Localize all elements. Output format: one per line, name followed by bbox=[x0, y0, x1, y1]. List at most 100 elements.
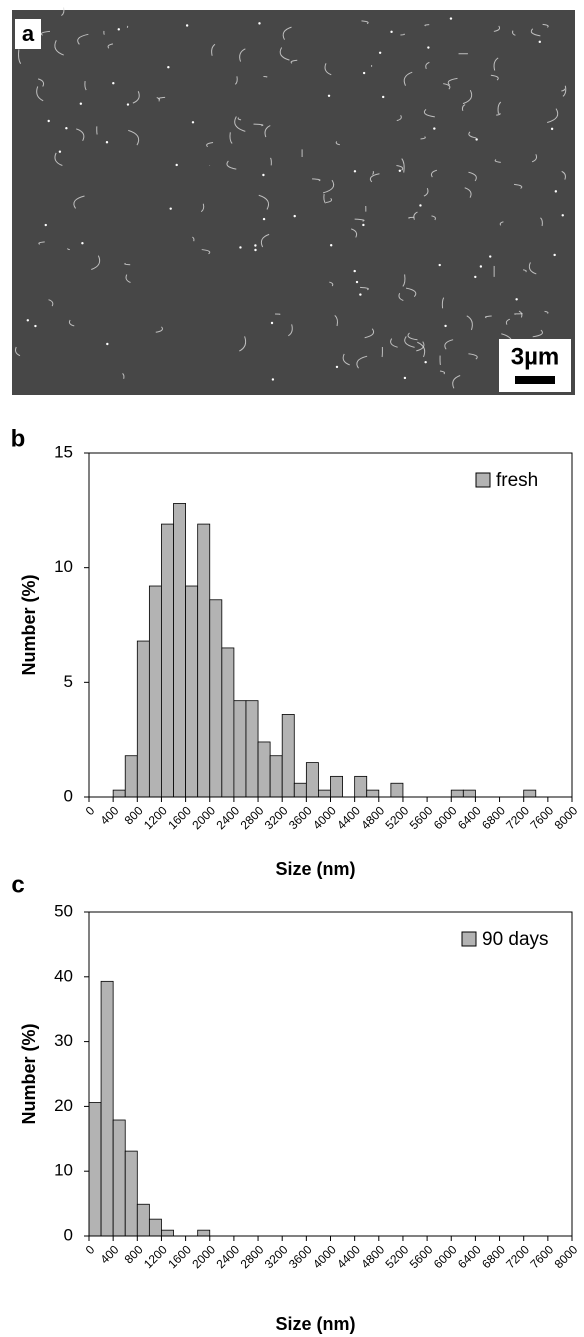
particle bbox=[353, 269, 356, 273]
fiber bbox=[413, 211, 418, 220]
fiber bbox=[439, 370, 446, 375]
fiber bbox=[211, 43, 216, 56]
fiber bbox=[544, 310, 549, 314]
fiber bbox=[239, 336, 247, 352]
x-tick-label: 0 bbox=[83, 803, 98, 818]
bar bbox=[197, 523, 211, 798]
particle bbox=[26, 319, 30, 322]
x-tick-label: 2000 bbox=[189, 1242, 218, 1271]
fiber bbox=[192, 236, 195, 242]
y-tick-label: 30 bbox=[54, 1031, 73, 1050]
fiber bbox=[497, 101, 502, 114]
fiber bbox=[518, 310, 523, 318]
fiber bbox=[417, 341, 426, 358]
fiber bbox=[532, 329, 543, 338]
bar bbox=[124, 755, 138, 798]
fiber bbox=[61, 7, 65, 16]
x-tick-label: 4800 bbox=[358, 1242, 387, 1271]
y-tick-label: 15 bbox=[54, 442, 73, 461]
particle bbox=[515, 298, 518, 301]
fiber bbox=[260, 233, 270, 248]
fiber bbox=[424, 24, 430, 27]
particle bbox=[262, 173, 265, 177]
particle bbox=[489, 255, 492, 258]
particle bbox=[262, 217, 266, 221]
particle bbox=[254, 244, 257, 247]
x-tick-label: 6400 bbox=[455, 1242, 484, 1271]
fiber bbox=[523, 269, 527, 273]
x-tick-label: 400 bbox=[97, 1242, 121, 1266]
particle bbox=[449, 17, 453, 20]
particle bbox=[106, 342, 109, 346]
x-tick-label: 7200 bbox=[503, 1242, 532, 1271]
fiber bbox=[234, 76, 238, 85]
x-tick-label: 6400 bbox=[455, 803, 484, 832]
particle bbox=[398, 169, 402, 173]
fiber bbox=[125, 274, 131, 283]
fiber bbox=[201, 249, 211, 255]
particle bbox=[329, 244, 333, 247]
particle bbox=[438, 263, 441, 267]
fiber bbox=[40, 30, 51, 36]
particle bbox=[112, 82, 115, 85]
particle bbox=[47, 119, 50, 123]
fiber bbox=[68, 319, 75, 327]
panel-label: b bbox=[11, 425, 26, 452]
particle bbox=[362, 223, 365, 227]
x-tick-label: 5200 bbox=[383, 1242, 412, 1271]
x-tick-label: 1600 bbox=[165, 803, 194, 832]
fiber bbox=[132, 91, 140, 104]
fiber bbox=[329, 281, 334, 287]
particle bbox=[191, 121, 195, 124]
fiber bbox=[496, 112, 501, 116]
particle bbox=[271, 378, 275, 381]
fiber bbox=[37, 78, 45, 87]
fiber bbox=[540, 217, 543, 227]
fiber bbox=[390, 338, 398, 348]
fiber bbox=[237, 117, 242, 121]
fiber bbox=[400, 33, 405, 36]
x-tick-label: 1600 bbox=[165, 1242, 194, 1271]
bar bbox=[148, 585, 162, 798]
fiber bbox=[15, 346, 21, 357]
fiber bbox=[270, 157, 272, 166]
particle bbox=[355, 280, 359, 284]
fiber bbox=[493, 57, 499, 71]
x-tick-label: 4000 bbox=[310, 1242, 339, 1271]
fiber bbox=[484, 315, 492, 319]
x-tick-label: 2000 bbox=[189, 803, 218, 832]
particle bbox=[390, 30, 393, 34]
particle bbox=[561, 214, 564, 217]
x-tick-label: 6000 bbox=[431, 1242, 460, 1271]
bar bbox=[185, 585, 199, 798]
fiber bbox=[416, 341, 425, 352]
x-tick-label: 7600 bbox=[527, 1242, 556, 1271]
fiber bbox=[155, 326, 163, 333]
y-tick-label: 0 bbox=[64, 786, 73, 805]
fiber bbox=[562, 85, 567, 97]
bar bbox=[523, 789, 537, 798]
y-axis-title: Number (%) bbox=[19, 574, 39, 675]
x-tick-label: 4000 bbox=[310, 803, 339, 832]
fiber bbox=[423, 188, 429, 197]
fiber bbox=[335, 141, 340, 146]
fiber bbox=[264, 125, 271, 138]
fiber bbox=[122, 373, 125, 379]
particle bbox=[474, 275, 477, 279]
fiber bbox=[528, 262, 537, 275]
particle bbox=[293, 214, 296, 218]
fiber bbox=[18, 49, 22, 65]
fiber bbox=[405, 287, 417, 298]
bar bbox=[366, 789, 380, 798]
fiber bbox=[423, 108, 435, 118]
fiber bbox=[461, 104, 466, 111]
particle bbox=[270, 321, 274, 325]
particle bbox=[239, 246, 242, 249]
bar bbox=[161, 1229, 174, 1237]
fiber bbox=[350, 228, 358, 238]
fiber bbox=[103, 30, 105, 35]
particle bbox=[34, 324, 37, 328]
fiber bbox=[494, 159, 501, 163]
fiber bbox=[288, 324, 293, 337]
